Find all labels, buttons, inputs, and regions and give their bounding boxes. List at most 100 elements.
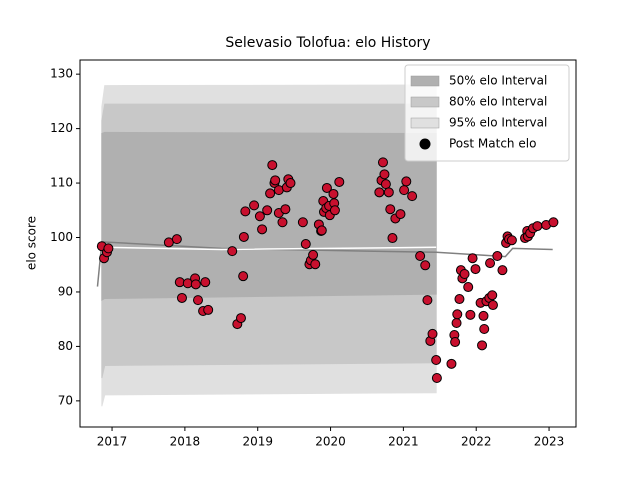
- match-point: [459, 268, 470, 279]
- elo-line: [101, 246, 437, 251]
- x-tick-label: 2018: [170, 435, 201, 449]
- x-tick-label: 2021: [388, 435, 419, 449]
- x-tick-label: 2022: [461, 435, 492, 449]
- match-point: [203, 304, 214, 315]
- match-point: [487, 300, 498, 311]
- match-point: [431, 372, 442, 383]
- y-tick-label: 110: [50, 176, 73, 190]
- match-point: [407, 191, 418, 202]
- match-point: [532, 221, 543, 232]
- match-point: [452, 309, 463, 320]
- match-point: [240, 206, 251, 217]
- match-point: [478, 310, 489, 321]
- match-point: [401, 176, 412, 187]
- match-point: [385, 204, 396, 215]
- legend-label: Post Match elo: [449, 137, 536, 151]
- match-point: [262, 205, 273, 216]
- legend-marker: [419, 138, 431, 150]
- match-point: [477, 340, 488, 351]
- x-tick-label: 2019: [242, 435, 273, 449]
- legend-box: [404, 64, 570, 162]
- match-point: [171, 234, 182, 245]
- match-point: [321, 182, 332, 193]
- match-point: [310, 259, 321, 270]
- y-tick-label: 70: [58, 393, 73, 407]
- match-point: [374, 187, 385, 198]
- match-point: [465, 309, 476, 320]
- match-point: [200, 277, 211, 288]
- match-point: [277, 217, 288, 228]
- legend-label: 95% elo Interval: [449, 116, 547, 130]
- match-point: [506, 235, 517, 246]
- match-point: [450, 337, 461, 348]
- match-point: [548, 217, 559, 228]
- match-point: [257, 224, 268, 235]
- plot-frame: [79, 59, 577, 428]
- match-point: [328, 188, 339, 199]
- match-point: [431, 355, 442, 366]
- match-point: [383, 187, 394, 198]
- match-point: [192, 295, 203, 306]
- chart-title: Selevasio Tolofua: elo History: [225, 35, 430, 51]
- match-point: [487, 290, 498, 301]
- match-point: [377, 157, 388, 168]
- y-tick-label: 100: [50, 230, 73, 244]
- x-tick-label: 2023: [534, 435, 565, 449]
- match-point: [399, 185, 410, 196]
- match-point: [415, 251, 426, 262]
- legend-swatch: [410, 96, 440, 108]
- match-point: [380, 179, 391, 190]
- match-point: [479, 323, 490, 334]
- match-point: [280, 204, 291, 215]
- match-point: [227, 246, 238, 257]
- y-tick-label: 80: [58, 339, 73, 353]
- match-point: [285, 178, 296, 189]
- match-point: [265, 188, 276, 199]
- match-point: [395, 209, 406, 220]
- legend-label: 80% elo Interval: [449, 95, 547, 109]
- match-point: [308, 249, 319, 260]
- match-point: [467, 253, 478, 264]
- y-axis-label: elo score: [25, 216, 39, 270]
- match-point: [446, 358, 457, 369]
- match-point: [454, 294, 465, 305]
- match-point: [238, 231, 249, 242]
- legend-swatch: [410, 117, 440, 129]
- y-tick-label: 130: [50, 67, 73, 81]
- match-point: [297, 217, 308, 228]
- y-tick-label: 90: [58, 284, 73, 298]
- match-point: [492, 251, 503, 262]
- elo-line: [96, 241, 553, 287]
- x-tick-label: 2020: [315, 435, 346, 449]
- legend-label: 50% elo Interval: [449, 74, 547, 88]
- legend-swatch: [410, 75, 440, 87]
- match-point: [451, 317, 462, 328]
- match-point: [422, 295, 433, 306]
- match-point: [254, 211, 265, 222]
- match-point: [485, 258, 496, 269]
- x-tick-label: 2017: [97, 435, 128, 449]
- match-point: [249, 200, 260, 211]
- match-point: [267, 160, 278, 171]
- match-point: [329, 205, 340, 216]
- match-point: [238, 271, 249, 282]
- match-point: [103, 243, 114, 254]
- y-tick-label: 120: [50, 121, 73, 135]
- match-point: [190, 279, 201, 290]
- match-point: [300, 239, 311, 250]
- match-point: [463, 282, 474, 293]
- legend: 50% elo Interval 80% elo Interval 95% elo …: [404, 64, 570, 162]
- match-point: [334, 176, 345, 187]
- match-point: [316, 225, 327, 236]
- match-point: [176, 292, 187, 303]
- match-point: [235, 313, 246, 324]
- match-point: [470, 264, 481, 275]
- match-point: [420, 260, 431, 271]
- interval-band: [101, 131, 437, 301]
- match-point: [270, 175, 281, 186]
- match-point: [379, 169, 390, 180]
- match-point: [497, 265, 508, 276]
- match-point: [427, 328, 438, 339]
